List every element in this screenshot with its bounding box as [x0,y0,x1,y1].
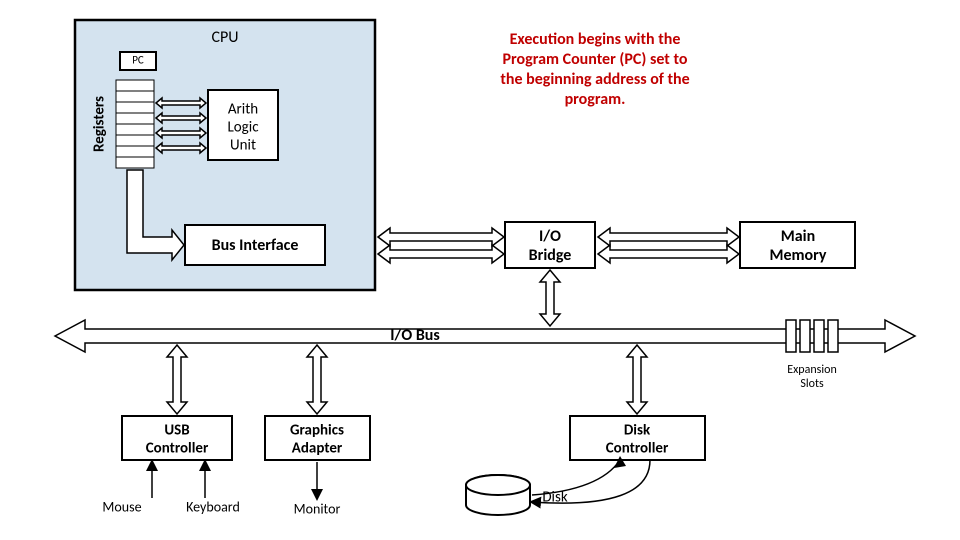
graphics-line2: Adapter [292,440,343,458]
alu-line3: Unit [230,137,256,155]
io-bus-label: I/O Bus [390,326,440,345]
alu-line2: Logic [227,119,259,137]
busif-iobridge-arrows [378,228,504,263]
iobridge-to-bus-arrow [540,270,560,326]
monitor-label: Monitor [294,500,341,517]
caption-line2: Program Counter (PC) set to [503,50,688,69]
expansion-label1: Expansion [787,363,837,377]
io-bridge-line2: Bridge [529,246,572,265]
expansion-label2: Slots [800,377,824,391]
disk-cylinder [466,475,530,515]
main-memory-line2: Memory [770,246,827,265]
pc-label: PC [132,54,144,67]
bus-to-disk-arrow [627,345,647,414]
caption-line3: the beginning address of the [500,70,689,89]
disk-ctrl-line1: Disk [624,422,651,440]
keyboard-label: Keyboard [186,498,240,515]
disk-ctrl-line2: Controller [606,440,669,458]
registers-label: Registers [91,96,109,152]
caption-line4: program. [565,90,626,109]
main-memory-line1: Main [781,227,815,246]
usb-line2: Controller [146,440,209,458]
mouse-label: Mouse [102,498,141,515]
graphics-line1: Graphics [290,422,344,440]
architecture-diagram: CPU PC Registers Arith Logic Unit Bus In… [0,0,960,540]
registers [116,80,154,168]
bus-to-usb-arrow [167,345,187,414]
cpu-label: CPU [211,28,238,47]
bus-interface-label: Bus Interface [212,236,299,255]
caption-line1: Execution begins with the [510,30,681,49]
alu-line1: Arith [228,101,258,119]
usb-line1: USB [164,422,189,440]
iobridge-mem-arrows [598,228,739,263]
io-bridge-line1: I/O [539,227,561,246]
bus-to-graphics-arrow [307,345,327,414]
